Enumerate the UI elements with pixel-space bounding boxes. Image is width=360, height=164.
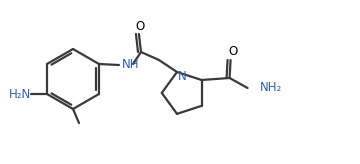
- Text: O: O: [135, 20, 145, 32]
- Text: NH₂: NH₂: [260, 82, 282, 94]
- Text: O: O: [228, 45, 237, 59]
- Text: N: N: [178, 71, 187, 83]
- Text: NH: NH: [122, 58, 139, 71]
- Text: H₂N: H₂N: [9, 88, 31, 101]
